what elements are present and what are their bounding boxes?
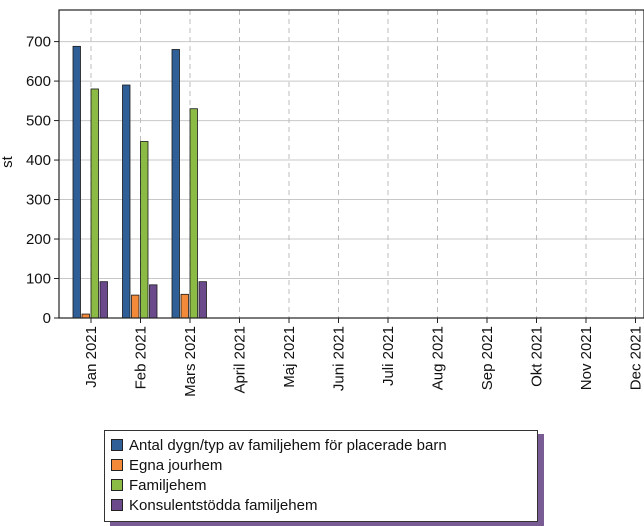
x-tick-label: Maj 2021 bbox=[281, 326, 298, 388]
axes bbox=[54, 9, 644, 323]
legend-label: Antal dygn/typ av familjehem för placera… bbox=[129, 436, 447, 454]
bar bbox=[72, 45, 81, 319]
bar bbox=[131, 294, 140, 319]
legend-label: Konsulentstödda familjehem bbox=[129, 496, 318, 514]
bar bbox=[90, 88, 99, 319]
legend-item: Konsulentstödda familjehem bbox=[111, 495, 531, 515]
y-tick-label: 700 bbox=[26, 34, 51, 51]
x-tick-label: Nov 2021 bbox=[578, 326, 595, 390]
chart-svg: 0 100 200 300 400 500 600 700 Jan 2021 Feb 2021 M… bbox=[0, 9, 644, 397]
legend-swatch bbox=[111, 499, 123, 511]
bar bbox=[180, 293, 189, 319]
y-axis-label: st bbox=[0, 155, 16, 168]
y-tick-label: 500 bbox=[26, 113, 51, 130]
x-tick-labels: Jan 2021 Feb 2021 Mars 2021 April 2021 Maj 2… bbox=[83, 326, 644, 397]
x-tick-label: Feb 2021 bbox=[133, 326, 150, 389]
legend-swatch bbox=[111, 479, 123, 491]
legend-swatch bbox=[111, 459, 123, 471]
x-tick-label: April 2021 bbox=[232, 326, 249, 394]
plot-frame bbox=[58, 9, 644, 319]
legend-item: Egna jourhem bbox=[111, 455, 531, 475]
legend: Antal dygn/typ av familjehem för placera… bbox=[104, 430, 538, 522]
bar bbox=[198, 281, 207, 319]
y-tick-label: 0 bbox=[43, 310, 51, 327]
x-tick-label: Okt 2021 bbox=[529, 326, 546, 387]
x-tick-label: Sep 2021 bbox=[479, 326, 496, 390]
y-tick-label: 400 bbox=[26, 152, 51, 169]
bar bbox=[99, 281, 108, 319]
x-tick-label: Mars 2021 bbox=[182, 326, 199, 397]
y-tick-label: 300 bbox=[26, 192, 51, 209]
x-tick-label: Juli 2021 bbox=[380, 326, 397, 386]
legend-swatch bbox=[111, 439, 123, 451]
x-tick-label: Dec 2021 bbox=[628, 326, 644, 390]
bar bbox=[189, 108, 198, 319]
legend-label: Familjehem bbox=[129, 476, 207, 494]
x-tick-label: Jan 2021 bbox=[83, 326, 100, 388]
gridlines bbox=[59, 10, 644, 318]
y-tick-label: 200 bbox=[26, 231, 51, 248]
legend-label: Egna jourhem bbox=[129, 456, 223, 474]
legend-item: Antal dygn/typ av familjehem för placera… bbox=[111, 435, 531, 455]
legend-item: Familjehem bbox=[111, 475, 531, 495]
x-tick-label: Juni 2021 bbox=[331, 326, 348, 391]
bar bbox=[171, 49, 180, 319]
bar bbox=[149, 284, 158, 319]
bar bbox=[140, 141, 149, 319]
y-tick-labels: 0 100 200 300 400 500 600 700 bbox=[26, 34, 51, 327]
bar bbox=[122, 84, 131, 319]
y-tick-label: 100 bbox=[26, 271, 51, 288]
bars bbox=[72, 45, 207, 319]
x-tick-label: Aug 2021 bbox=[430, 326, 447, 390]
y-tick-label: 600 bbox=[26, 73, 51, 90]
